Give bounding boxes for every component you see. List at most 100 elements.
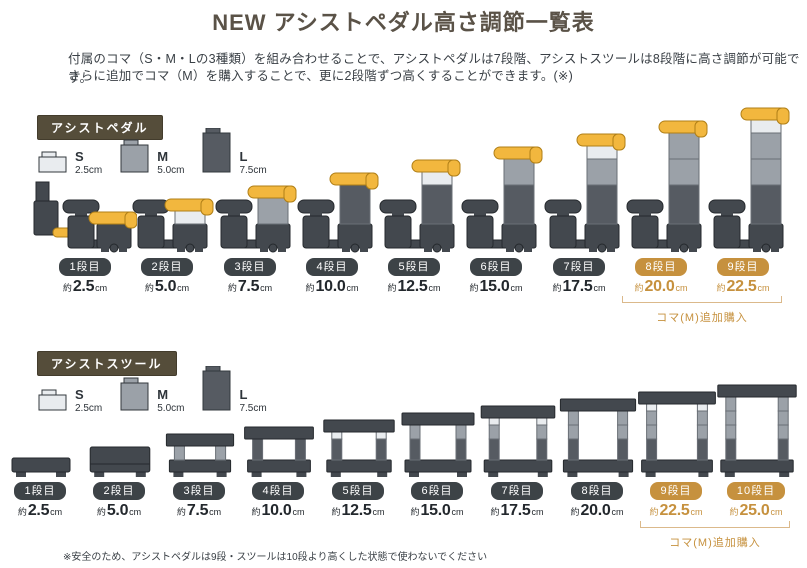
legend-item-m: M 5.0cm [118, 128, 184, 179]
stool-illustration-6 [396, 368, 478, 478]
koma-l-block-icon [200, 365, 234, 417]
stage-height: 約7.5cm [227, 278, 273, 296]
section-label-stool: アシストスツール [37, 351, 177, 376]
stool-illustration-8 [556, 368, 638, 478]
stage-height: 約5.0cm [96, 502, 142, 520]
stage-height: 約15.0cm [469, 278, 523, 296]
stool-illustration-4 [237, 368, 319, 478]
pedal-illustration-5 [373, 104, 461, 254]
stool-stage-6: 6段目 約15.0cm [396, 368, 478, 520]
legend-name: L [239, 148, 248, 164]
legend-item-s: S 2.5cm [36, 366, 102, 417]
legend-size: 5.0cm [157, 164, 185, 176]
pedal-stage-2: 2段目 約5.0cm [126, 104, 214, 296]
legend-size: 7.5cm [239, 164, 267, 176]
koma-l-block-icon [200, 127, 234, 179]
page-title: NEW アシストペダル高さ調節一覧表 [212, 10, 595, 35]
stool-stage-4: 4段目 約10.0cm [237, 368, 319, 520]
stage-height: 約17.5cm [552, 278, 606, 296]
stage-height: 約20.0cm [570, 502, 624, 520]
stage-height: 約25.0cm [729, 502, 783, 520]
pedal-addon-bracket [622, 296, 782, 303]
legend-name: M [157, 386, 169, 402]
koma-s-block-icon [36, 366, 70, 417]
pedal-stage-9: 9段目 約22.5cm [702, 104, 790, 296]
stage-badge: 9段目 [650, 482, 702, 501]
stool-stage-9: 9段目 約22.5cm [635, 368, 717, 520]
legend-name: L [239, 386, 248, 402]
stage-badge: 4段目 [252, 482, 304, 501]
stool-illustration-2 [78, 368, 160, 478]
pedal-addon-note: コマ(M)追加購入 [656, 312, 748, 324]
pedal-stage-1: 1段目 約2.5cm [33, 104, 138, 296]
stage-height: 約12.5cm [387, 278, 441, 296]
legend-item-s: S 2.5cm [36, 128, 102, 179]
stage-badge: 7段目 [553, 258, 605, 277]
stage-badge: 2段目 [93, 482, 145, 501]
legend-name: M [157, 148, 169, 164]
legend-size: 5.0cm [157, 402, 185, 414]
legend-item-l: L 7.5cm [200, 365, 267, 417]
stool-stage-7: 7段目 約17.5cm [476, 368, 558, 520]
stool-addon-bracket [640, 521, 790, 528]
stage-badge: 8段目 [635, 258, 687, 277]
stage-badge: 1段目 [59, 258, 111, 277]
legend-size: 7.5cm [239, 402, 267, 414]
section-label-pedal: アシストペダル [37, 115, 163, 140]
stage-height: 約2.5cm [62, 278, 108, 296]
legend-item-m: M 5.0cm [118, 366, 184, 417]
stool-addon-note: コマ(M)追加購入 [669, 537, 761, 549]
stage-height: 約20.0cm [634, 278, 688, 296]
koma-s-block-icon [36, 128, 70, 179]
stage-badge: 5段目 [332, 482, 384, 501]
koma-m-block-icon [118, 366, 152, 417]
stool-illustration-9 [635, 368, 717, 478]
stool-illustration-1 [0, 368, 81, 478]
pedal-illustration-9 [702, 104, 790, 254]
stage-height: 約2.5cm [17, 502, 63, 520]
stage-height: 約17.5cm [490, 502, 544, 520]
stage-badge: 4段目 [306, 258, 358, 277]
stage-badge: 10段目 [726, 482, 786, 501]
pedal-illustration-3 [209, 104, 297, 254]
stage-badge: 6段目 [411, 482, 463, 501]
stage-height: 約22.5cm [649, 502, 703, 520]
legend-size: 2.5cm [75, 164, 103, 176]
stage-badge: 7段目 [491, 482, 543, 501]
stool-stage-2: 2段目 約5.0cm [78, 368, 160, 520]
pedal-illustration-6 [455, 104, 543, 254]
stool-stage-10: 10段目 約25.0cm [715, 368, 797, 520]
pedal-stage-8: 8段目 約20.0cm [620, 104, 708, 296]
pedal-illustration-7 [538, 104, 626, 254]
stool-stage-8: 8段目 約20.0cm [556, 368, 638, 520]
stage-badge: 2段目 [141, 258, 193, 277]
pedal-stage-3: 3段目 約7.5cm [209, 104, 297, 296]
stage-badge: 6段目 [470, 258, 522, 277]
stool-illustration-10 [715, 368, 797, 478]
stool-illustration-5 [317, 368, 399, 478]
stage-height: 約5.0cm [144, 278, 190, 296]
pedal-stage-7: 7段目 約17.5cm [538, 104, 626, 296]
stage-height: 約22.5cm [716, 278, 770, 296]
pedal-stage-6: 6段目 約15.0cm [455, 104, 543, 296]
legend-name: S [75, 148, 84, 164]
stage-badge: 3段目 [224, 258, 276, 277]
stage-badge: 8段目 [571, 482, 623, 501]
pedal-stage-5: 5段目 約12.5cm [373, 104, 461, 296]
stage-height: 約15.0cm [410, 502, 464, 520]
stool-stage-5: 5段目 約12.5cm [317, 368, 399, 520]
stool-stage-3: 3段目 約7.5cm [158, 368, 240, 520]
stool-stage-1: 1段目 約2.5cm [0, 368, 81, 520]
stool-illustration-3 [158, 368, 240, 478]
footnote: ※安全のため、アシストペダルは9段・スツールは10段より高くした状態で使わないで… [63, 552, 488, 563]
intro-line-1: 付属のコマ（S・M・Lの3種類）を組み合わせることで、アシストペダルは7段階、ア… [68, 52, 800, 85]
stage-badge: 5段目 [388, 258, 440, 277]
stage-height: 約7.5cm [176, 502, 222, 520]
stage-badge: 1段目 [14, 482, 66, 501]
pedal-stage-4: 4段目 約10.0cm [291, 104, 379, 296]
pedal-illustration-1 [33, 104, 138, 254]
legend-item-l: L 7.5cm [200, 127, 267, 179]
pedal-illustration-4 [291, 104, 379, 254]
intro-line-2: さらに追加でコマ（M）を購入することで、更に2段階ずつ高くすることができます。(… [68, 69, 573, 83]
